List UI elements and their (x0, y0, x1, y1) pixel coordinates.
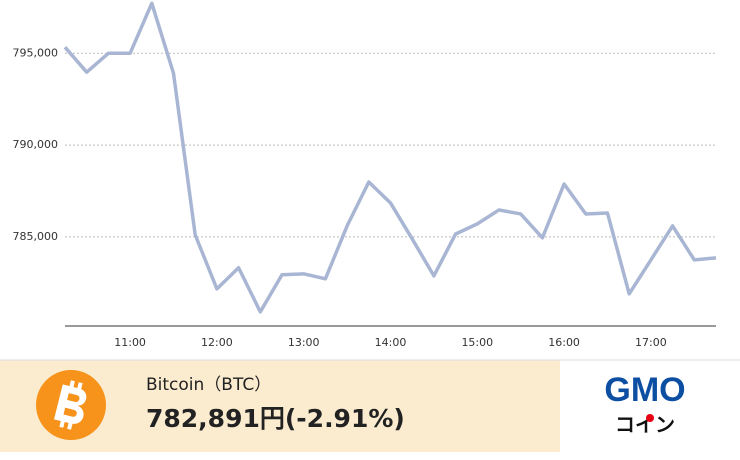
logo-dot (646, 414, 654, 422)
coin-price: 782,891円(-2.91%) (146, 404, 405, 433)
bitcoin-symbol (54, 380, 87, 430)
coin-name: Bitcoin（BTC） (146, 375, 271, 395)
x-tick-label: 17:00 (635, 336, 667, 349)
y-tick-label: 795,000 (13, 46, 59, 59)
y-tick-label: 790,000 (13, 138, 59, 151)
price-line (63, 1, 717, 314)
x-tick-label: 15:00 (461, 336, 493, 349)
x-tick-label: 13:00 (288, 336, 320, 349)
x-tick-label: 11:00 (114, 336, 146, 349)
x-tick-label: 14:00 (375, 336, 407, 349)
x-tick-label: 16:00 (548, 336, 580, 349)
logo-coin: コイン (615, 413, 675, 437)
x-tick-label: 12:00 (201, 336, 233, 349)
logo-gmo: GMO (604, 371, 685, 409)
y-tick-label: 785,000 (13, 230, 59, 243)
